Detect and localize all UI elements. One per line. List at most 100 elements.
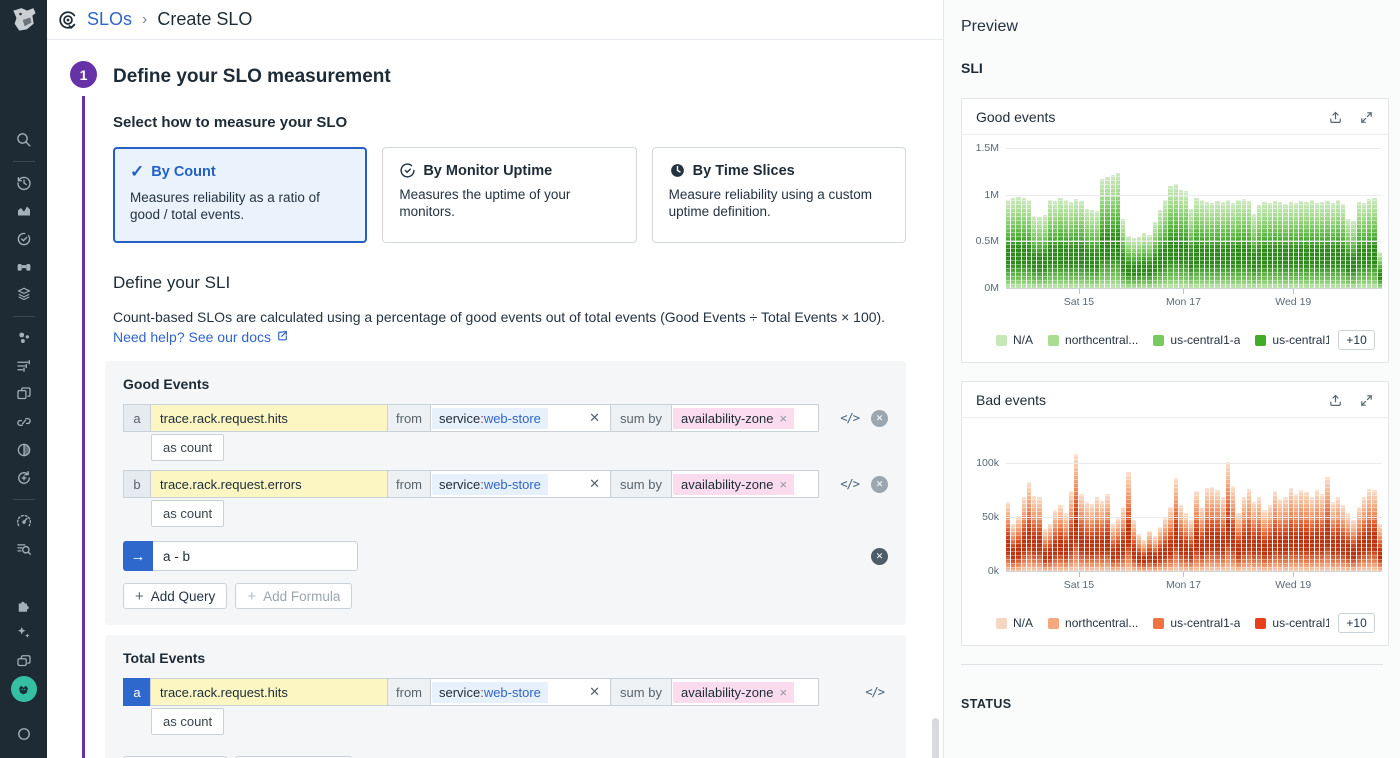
group-by-tag[interactable]: availability-zone × — [673, 681, 795, 703]
legend-item[interactable]: northcentral... — [1048, 616, 1138, 630]
remove-formula-button[interactable]: ✕ — [871, 547, 888, 565]
scope-tag[interactable]: service:web-store — [432, 473, 548, 495]
history-icon[interactable] — [0, 169, 47, 197]
group-by-input[interactable]: availability-zone × — [671, 404, 819, 432]
export-icon[interactable] — [1328, 110, 1343, 125]
aggregation-pill[interactable]: as count — [151, 500, 225, 527]
legend-item[interactable]: us-central1-b — [1255, 616, 1329, 630]
metric-input[interactable]: trace.rack.request.hits — [150, 404, 388, 432]
scope-input[interactable]: service:web-store ✕ — [430, 678, 611, 706]
add-query-button[interactable]: +Add Query — [123, 756, 228, 758]
stacked-bar — [1367, 199, 1372, 289]
clear-scope-icon[interactable]: ✕ — [589, 410, 600, 425]
docs-link[interactable]: Need help? See our docs — [113, 329, 289, 345]
metric-input[interactable]: trace.rack.request.errors — [150, 470, 388, 498]
y-axis: 0k 50k 100k — [964, 432, 1006, 577]
group-by-input[interactable]: availability-zone × — [671, 678, 819, 706]
remove-query-button[interactable]: ✕ — [871, 475, 888, 493]
bits-ai-dog-icon[interactable] — [0, 675, 47, 703]
case-management-icon[interactable] — [0, 647, 47, 675]
scope-input[interactable]: service:web-store ✕ — [430, 404, 611, 432]
legend-item[interactable]: northcentral... — [1048, 333, 1138, 347]
monitors-icon[interactable] — [0, 225, 47, 253]
stacked-bar — [1152, 221, 1157, 289]
slo-gauge-icon[interactable] — [0, 507, 47, 535]
legend-item[interactable]: N/A — [996, 333, 1033, 347]
stacked-bar — [1011, 523, 1016, 572]
legend-item[interactable]: us-central1-b — [1255, 333, 1329, 347]
bar-series — [1006, 149, 1382, 289]
stacked-bar — [1079, 201, 1084, 289]
clear-scope-icon[interactable]: ✕ — [589, 476, 600, 491]
code-view-icon[interactable]: </> — [865, 685, 885, 699]
group-by-tag[interactable]: availability-zone × — [673, 407, 795, 429]
formula-input[interactable]: a - b — [153, 541, 358, 571]
legend-more-badge[interactable]: +10 — [1338, 613, 1375, 633]
add-formula-button[interactable]: +Add Formula — [235, 583, 353, 609]
partial-bottom-icon[interactable] — [0, 717, 47, 745]
good-events-panel: Good Events a trace.rack.request.hits fr… — [105, 361, 906, 625]
stacked-bar — [1288, 202, 1293, 289]
watchdog-icon[interactable] — [0, 253, 47, 281]
synthetics-icon[interactable] — [0, 464, 47, 492]
option-by-count[interactable]: ✓ By Count Measures reliability as a rati… — [113, 147, 368, 243]
y-tick-label: 1M — [984, 188, 999, 201]
legend-item[interactable]: us-central1-a — [1153, 616, 1240, 630]
scope-tag[interactable]: service:web-store — [432, 681, 548, 703]
option-by-time-slices[interactable]: By Time Slices Measure reliability using… — [651, 147, 906, 243]
legend-item[interactable]: us-central1-a — [1153, 333, 1240, 347]
chart-plot-area[interactable] — [1006, 432, 1382, 577]
scope-input[interactable]: service:web-store ✕ — [430, 470, 611, 498]
scrollbar-thumb[interactable] — [932, 718, 939, 758]
metrics-icon[interactable] — [0, 197, 47, 225]
legend-more-badge[interactable]: +10 — [1338, 330, 1375, 350]
integrations-icon[interactable] — [0, 591, 47, 619]
query-letter[interactable]: a — [123, 404, 151, 432]
aggregation-pill[interactable]: as count — [151, 708, 225, 735]
group-by-input[interactable]: availability-zone × — [671, 470, 819, 498]
clear-scope-icon[interactable]: ✕ — [589, 684, 600, 699]
remove-group-icon[interactable]: × — [779, 684, 788, 700]
stacked-bar — [1058, 197, 1063, 289]
scope-tag[interactable]: service:web-store — [432, 407, 548, 429]
log-pipelines-icon[interactable] — [0, 352, 47, 380]
service-catalog-icon[interactable] — [0, 281, 47, 309]
stacked-bar — [1346, 512, 1351, 572]
gridline — [1006, 463, 1382, 465]
aggregation-pill[interactable]: as count — [151, 434, 225, 461]
y-axis: 0M 0.5M 1M 1.5M — [964, 142, 1006, 294]
remove-group-icon[interactable]: × — [779, 476, 788, 492]
bits-sparkles-icon[interactable] — [0, 619, 47, 647]
datadog-logo[interactable] — [0, 6, 47, 34]
remove-query-button[interactable]: ✕ — [871, 409, 888, 427]
export-icon[interactable] — [1328, 393, 1343, 408]
preview-panel: Preview SLI Good events 0M 0.5M 1M 1.5M Sat… — [943, 0, 1400, 758]
metric-input[interactable]: trace.rack.request.hits — [150, 678, 388, 706]
expand-icon[interactable] — [1359, 110, 1374, 125]
chart-plot-area[interactable] — [1006, 148, 1382, 294]
stacked-bar — [1225, 462, 1231, 572]
stacked-bar — [1199, 507, 1204, 572]
option-by-monitor-uptime[interactable]: By Monitor Uptime Measures the uptime of… — [382, 147, 637, 243]
query-letter[interactable]: b — [123, 470, 151, 498]
expand-icon[interactable] — [1359, 393, 1374, 408]
dashboards-icon[interactable] — [0, 380, 47, 408]
legend-item[interactable]: N/A — [996, 616, 1033, 630]
stacked-bar — [1032, 495, 1037, 572]
query-letter[interactable]: a — [123, 678, 151, 706]
log-explorer-icon[interactable] — [0, 535, 47, 563]
remove-group-icon[interactable]: × — [779, 410, 788, 426]
search-icon[interactable] — [0, 126, 47, 154]
code-view-icon[interactable]: </> — [840, 477, 860, 491]
breadcrumb-slos-link[interactable]: SLOs — [87, 9, 133, 29]
add-query-button[interactable]: +Add Query — [123, 583, 228, 609]
x-tick-label: Wed 19 — [1275, 296, 1312, 308]
legend-color-chip — [1255, 617, 1267, 629]
apm-traces-icon[interactable] — [0, 408, 47, 436]
group-by-tag[interactable]: availability-zone × — [673, 473, 795, 495]
stacked-bar — [1084, 208, 1089, 289]
network-icon[interactable] — [0, 436, 47, 464]
code-view-icon[interactable]: </> — [840, 411, 860, 425]
infrastructure-icon[interactable] — [0, 324, 47, 352]
stacked-bar — [1074, 453, 1079, 572]
